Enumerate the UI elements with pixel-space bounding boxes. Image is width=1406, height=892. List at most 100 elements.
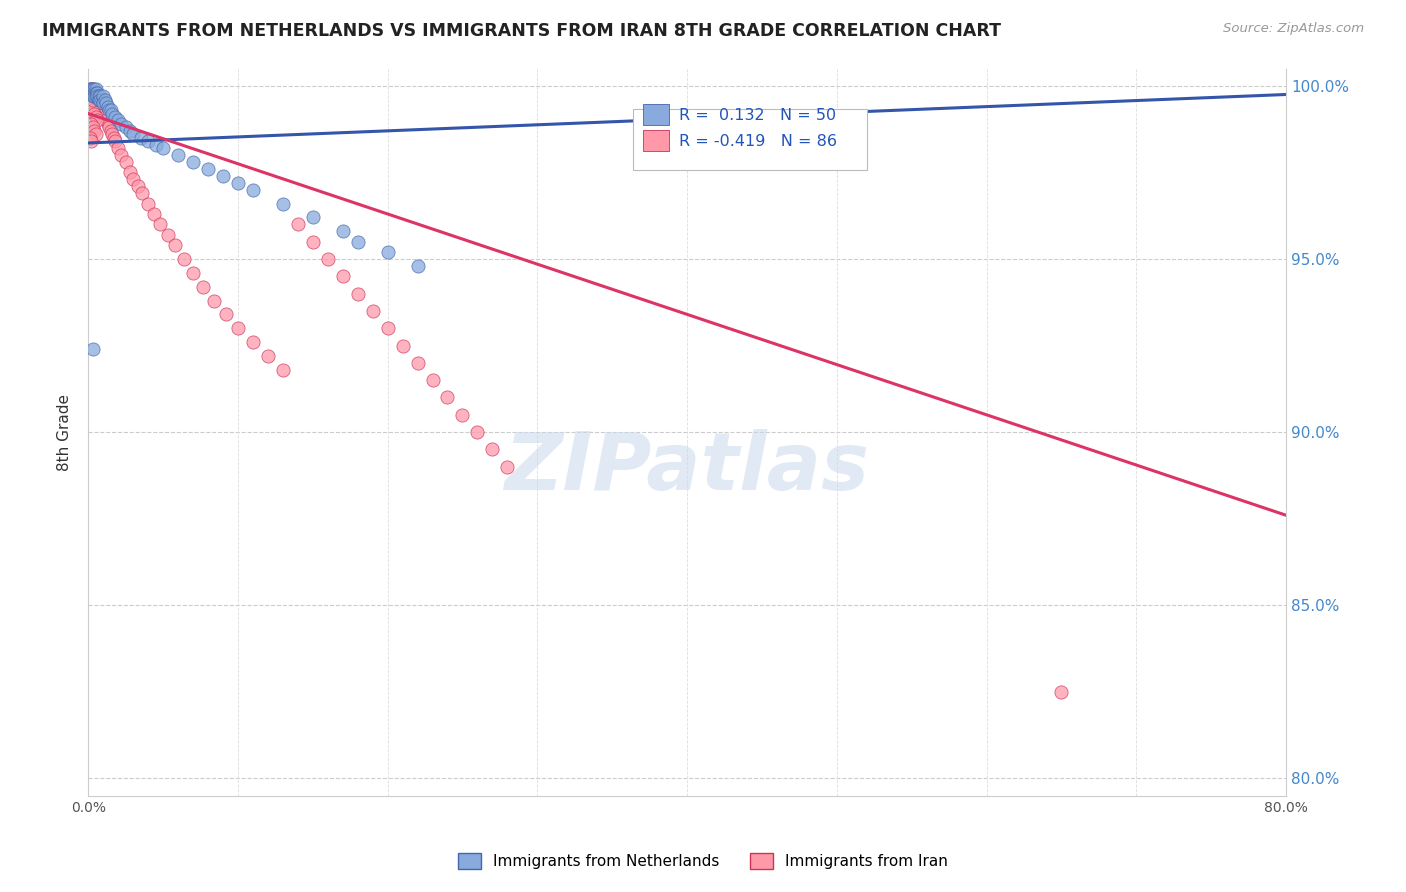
- Text: IMMIGRANTS FROM NETHERLANDS VS IMMIGRANTS FROM IRAN 8TH GRADE CORRELATION CHART: IMMIGRANTS FROM NETHERLANDS VS IMMIGRANT…: [42, 22, 1001, 40]
- Point: [87, 96, 110, 111]
- Point: [84, 86, 107, 100]
- Point: [104, 110, 127, 124]
- Point: [346, 235, 368, 249]
- Point: [86, 93, 108, 107]
- Point: [84, 89, 107, 103]
- Point: [94, 96, 117, 111]
- Point: [87, 100, 110, 114]
- FancyBboxPatch shape: [633, 109, 866, 170]
- Point: [89, 100, 111, 114]
- Point: [346, 286, 368, 301]
- Point: [406, 356, 429, 370]
- Point: [80, 117, 103, 131]
- Point: [226, 176, 249, 190]
- Point: [202, 293, 225, 308]
- Point: [98, 103, 121, 117]
- Point: [127, 179, 149, 194]
- Point: [93, 93, 115, 107]
- Point: [90, 100, 112, 114]
- Point: [377, 245, 399, 260]
- Point: [89, 89, 111, 103]
- Point: [212, 169, 235, 183]
- Point: [181, 266, 204, 280]
- Point: [110, 117, 132, 131]
- Point: [436, 391, 458, 405]
- Point: [84, 86, 107, 100]
- Point: [80, 86, 103, 100]
- Point: [83, 89, 105, 103]
- Point: [80, 86, 103, 100]
- Point: [163, 238, 186, 252]
- Point: [84, 128, 107, 142]
- Point: [91, 96, 114, 111]
- Point: [90, 103, 112, 117]
- Point: [256, 349, 278, 363]
- Point: [82, 86, 104, 100]
- Point: [86, 96, 108, 111]
- Point: [98, 120, 121, 135]
- Point: [91, 103, 114, 117]
- Point: [107, 141, 129, 155]
- Point: [80, 82, 103, 96]
- Point: [91, 89, 114, 103]
- Point: [143, 207, 166, 221]
- Point: [87, 93, 110, 107]
- Point: [110, 148, 132, 162]
- Point: [193, 279, 215, 293]
- Point: [84, 89, 107, 103]
- Point: [83, 89, 105, 103]
- Point: [82, 86, 104, 100]
- Point: [82, 103, 104, 117]
- Point: [422, 373, 444, 387]
- Point: [100, 124, 122, 138]
- Point: [83, 86, 105, 100]
- Text: R = -0.419   N = 86: R = -0.419 N = 86: [679, 134, 837, 149]
- Point: [120, 124, 142, 138]
- Point: [167, 148, 190, 162]
- Point: [131, 186, 153, 201]
- Legend: Immigrants from Netherlands, Immigrants from Iran: Immigrants from Netherlands, Immigrants …: [451, 847, 955, 875]
- Point: [104, 134, 127, 148]
- Point: [181, 155, 204, 169]
- Point: [82, 89, 104, 103]
- FancyBboxPatch shape: [643, 103, 669, 125]
- Point: [271, 196, 294, 211]
- Point: [391, 338, 413, 352]
- Point: [91, 106, 114, 120]
- Point: [226, 321, 249, 335]
- Point: [83, 124, 105, 138]
- Point: [481, 442, 503, 457]
- Point: [156, 227, 179, 242]
- Point: [114, 120, 136, 135]
- Point: [89, 93, 111, 107]
- Point: [82, 120, 104, 135]
- Point: [496, 459, 519, 474]
- Point: [82, 93, 104, 107]
- Point: [82, 82, 104, 96]
- Point: [332, 224, 354, 238]
- Point: [83, 86, 105, 100]
- Point: [215, 307, 238, 321]
- Point: [107, 113, 129, 128]
- Point: [301, 235, 323, 249]
- Point: [97, 100, 120, 114]
- Point: [173, 252, 195, 266]
- Point: [197, 161, 219, 176]
- Point: [82, 89, 104, 103]
- Point: [84, 110, 107, 124]
- Point: [80, 100, 103, 114]
- Point: [332, 269, 354, 284]
- Point: [79, 86, 101, 100]
- Point: [80, 134, 103, 148]
- Point: [86, 113, 108, 128]
- Point: [97, 117, 120, 131]
- Point: [122, 128, 145, 142]
- Point: [101, 106, 124, 120]
- Point: [152, 141, 174, 155]
- Point: [287, 218, 309, 232]
- Point: [82, 342, 104, 356]
- Point: [122, 172, 145, 186]
- Point: [82, 82, 104, 96]
- FancyBboxPatch shape: [643, 130, 669, 151]
- Y-axis label: 8th Grade: 8th Grade: [58, 393, 72, 471]
